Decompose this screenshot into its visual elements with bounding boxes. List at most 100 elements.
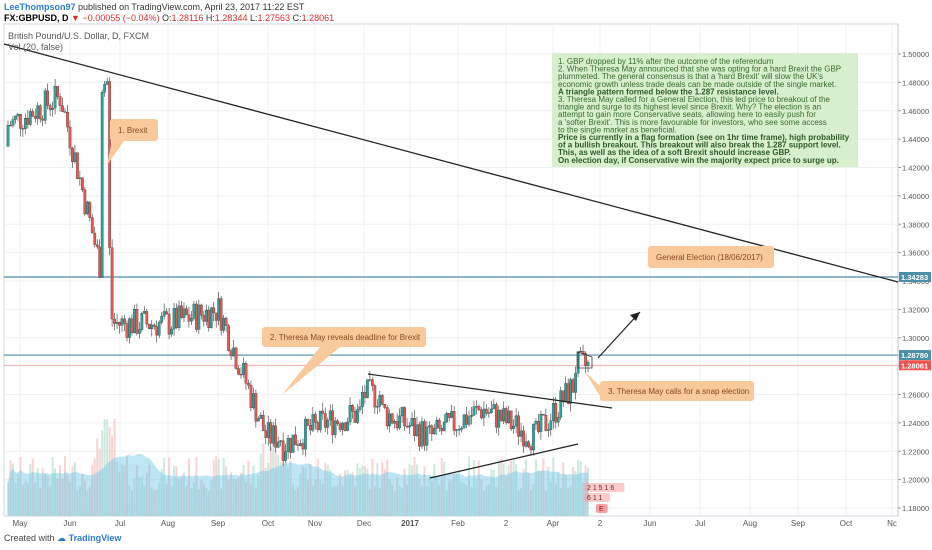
volume-bar: [279, 462, 282, 516]
candle-body: [311, 414, 315, 431]
volume-bar: [297, 486, 299, 516]
volume-bar: [210, 480, 213, 516]
y-tick-label: 1.46000: [902, 107, 929, 116]
candle-body: [185, 308, 188, 315]
candle-body: [363, 391, 367, 398]
volume-bar: [448, 480, 451, 516]
candle-body: [21, 128, 25, 130]
volume-bar: [572, 467, 575, 516]
volume-bar: [41, 468, 44, 516]
volume-bar: [339, 473, 342, 516]
volume-bar: [366, 468, 369, 516]
volume-bar: [16, 473, 19, 516]
candle-body: [284, 451, 287, 461]
candle-body: [366, 379, 369, 398]
candle-body: [145, 311, 149, 325]
volume-bar: [358, 467, 361, 516]
volume-bar: [562, 462, 565, 516]
volume-bar: [512, 458, 515, 516]
volume-bar: [321, 483, 324, 516]
arrow-head-icon: [630, 312, 640, 321]
volume-bar: [54, 468, 57, 516]
x-tick-label: Aug: [161, 519, 175, 528]
x-tick-label: Jun: [64, 519, 77, 528]
price-chart[interactable]: 1. Brexit 2. Theresa May reveals deadline…: [0, 0, 932, 528]
callouts[interactable]: 1. Brexit 2. Theresa May reveals deadline…: [107, 119, 774, 401]
candle-body: [150, 324, 154, 330]
candle-body: [514, 415, 518, 427]
candle-body: [26, 117, 30, 125]
candle-body: [108, 81, 111, 248]
note-line: to the single market as beneficial.: [558, 125, 677, 134]
callout-pointer: [585, 372, 600, 396]
volume-bar: [413, 457, 416, 516]
x-tick-label: Dec: [357, 519, 371, 528]
candle-body: [98, 246, 102, 278]
candle-body: [63, 111, 67, 113]
ohlc-line: FX:GBPUSD, D ▼ −0.00055 (−0.04%) O:1.281…: [4, 13, 334, 24]
x-tick-label: Aug: [743, 519, 757, 528]
y-tick-label: 1.30000: [902, 334, 929, 343]
candle-body: [539, 413, 543, 432]
candle-body: [160, 316, 164, 323]
volume-bar: [182, 472, 185, 516]
vol-marker-label: E: [599, 506, 604, 513]
volume-bar: [249, 483, 252, 516]
volume-bar: [329, 470, 332, 516]
volume-bar: [31, 458, 34, 516]
callout-election[interactable]: [648, 246, 774, 268]
volume-bar: [495, 486, 498, 516]
volume-bar: [349, 473, 352, 516]
candle-body: [271, 425, 275, 444]
y-tick-label: 1.48000: [902, 78, 929, 87]
x-tick-label: Sep: [211, 519, 226, 528]
candle-body: [202, 315, 206, 322]
tradingview-logo-icon: ☁: [57, 533, 67, 543]
candle-body: [321, 410, 325, 414]
volume-bar: [391, 484, 394, 516]
candle-body: [207, 309, 211, 328]
candle-body: [437, 419, 441, 429]
publish-info: published on TradingView.com, April 23, …: [78, 2, 305, 12]
volume-bar: [197, 489, 200, 516]
candle-body: [232, 347, 235, 357]
tradingview-brand[interactable]: TradingView: [68, 533, 122, 543]
publish-line: LeeThompson97 published on TradingView.c…: [4, 2, 334, 13]
candle-body: [291, 434, 295, 453]
volume-bar: [542, 458, 545, 516]
candle-body: [259, 414, 263, 419]
volume-bar: [500, 458, 503, 516]
volume-bar: [145, 473, 148, 516]
volume-bar: [356, 463, 359, 516]
volume-bar: [396, 476, 399, 516]
volume-bar: [244, 482, 247, 516]
volume-bar: [274, 450, 277, 516]
volume-bar: [299, 473, 302, 516]
candle-body: [544, 415, 548, 431]
candle-body: [38, 105, 42, 120]
volume-bar: [415, 464, 418, 516]
volume-bar: [334, 485, 337, 516]
candle-body: [542, 413, 545, 416]
author-link[interactable]: LeeThompson97: [4, 2, 76, 12]
callout-deadline[interactable]: [262, 327, 426, 347]
candle-body: [36, 105, 40, 119]
callout-snap[interactable]: [600, 381, 754, 401]
callout-brexit[interactable]: [110, 119, 158, 141]
volume-bar: [173, 466, 176, 516]
candle-body: [78, 177, 82, 179]
vol-marker-label: 2 1 5 1 6: [587, 485, 614, 492]
candle-body: [187, 314, 191, 322]
volume-bar: [386, 459, 389, 516]
volume-bar: [515, 464, 518, 516]
high-label: H:: [205, 13, 215, 23]
x-tick-label: Nc: [887, 519, 897, 528]
candle-body: [331, 410, 335, 436]
candle-body: [286, 438, 290, 452]
candle-body: [123, 318, 126, 324]
candle-body: [195, 303, 198, 330]
candle-body: [33, 116, 37, 119]
volume-bar: [247, 460, 250, 516]
volume-bar: [71, 466, 74, 516]
